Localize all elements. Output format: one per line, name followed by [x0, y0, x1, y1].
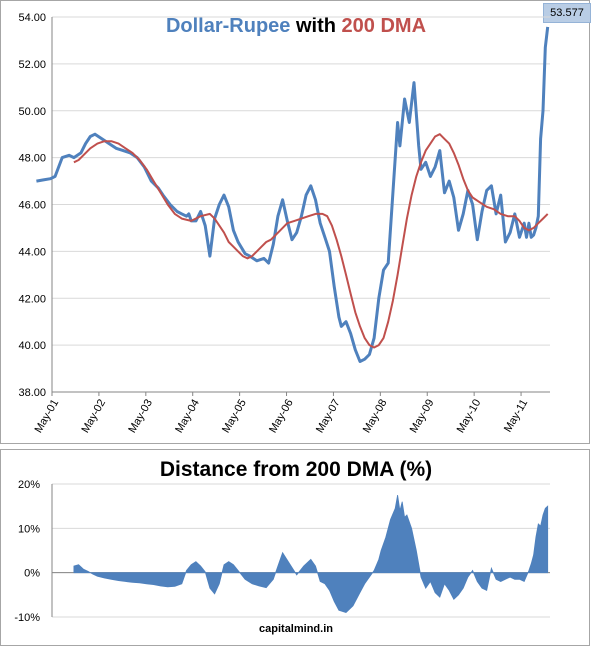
main-chart-svg: 38.00 40.00 42.00 44.00 46.00 48.00 50.00 52.00… [18, 12, 550, 435]
series-line-200dma [73, 133, 549, 349]
distance-chart-svg: -10% 0% 10% 20% [14, 479, 550, 624]
x-tick-label: May-09 [408, 397, 437, 435]
y-tick-label: 44.00 [18, 246, 46, 258]
distance-chart-title: Distance from 200 DMA (%) [159, 458, 433, 481]
y-tick-label: 42.00 [18, 293, 46, 305]
y-tick-label: 40.00 [18, 340, 46, 352]
title-part-dollar-rupee: Dollar-Rupee [165, 15, 291, 37]
y-tick-label: -10% [14, 612, 40, 624]
x-tick-label: May-07 [314, 397, 343, 435]
x-tick-label: May-04 [173, 397, 202, 435]
last-value-label: 53.577 [543, 3, 591, 23]
y-tick-label: 54.00 [18, 12, 46, 24]
x-tick-label: May-11 [502, 397, 530, 434]
y-tick-label: 10% [18, 523, 40, 535]
y-tick-label: 50.00 [18, 106, 46, 118]
series-area-distance [73, 495, 549, 614]
main-chart-frame [0, 0, 590, 444]
x-tick-label: May-03 [126, 397, 155, 435]
x-tick-label: May-01 [33, 397, 62, 435]
x-tick-label: May-08 [361, 397, 390, 435]
title-part-dma: 200 DMA [341, 15, 427, 37]
series-line-usd-inr [36, 26, 550, 363]
x-tick-label: May-10 [455, 397, 484, 435]
title-part-with: with [295, 15, 336, 37]
x-tick-label: May-06 [267, 397, 296, 435]
x-tick-label: May-05 [220, 397, 249, 435]
main-chart-title: Dollar-Rupee with 200 DMA [0, 15, 592, 38]
y-tick-label: 48.00 [18, 153, 46, 165]
y-tick-label: 38.00 [18, 387, 46, 399]
y-tick-label: 46.00 [18, 200, 46, 212]
y-tick-label: 52.00 [18, 59, 46, 71]
y-tick-label: 20% [18, 479, 40, 491]
x-tick-label: May-02 [79, 397, 108, 435]
y-tick-label: 0% [24, 568, 40, 580]
credit-text: capitalmind.in [259, 623, 333, 635]
